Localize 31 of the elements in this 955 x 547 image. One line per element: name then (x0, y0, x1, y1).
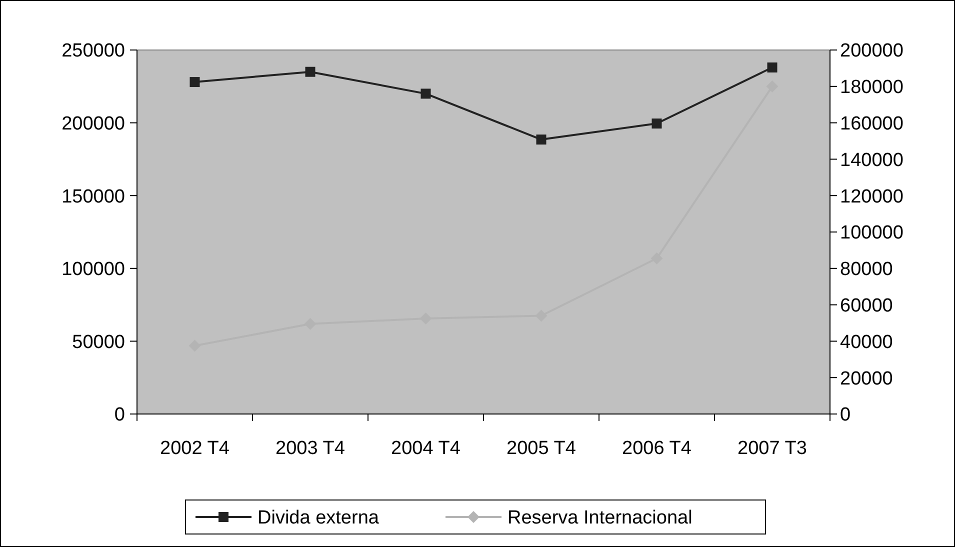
y2-tick-label: 60000 (840, 295, 893, 316)
y2-tick-label: 160000 (840, 113, 904, 134)
x-tick-label: 2005 T4 (506, 438, 576, 459)
point (652, 118, 662, 129)
point (536, 134, 546, 145)
y2-tick-label: 40000 (840, 332, 893, 353)
point (305, 66, 316, 77)
y-tick-label: 200000 (62, 113, 125, 134)
y2-tick-label: 0 (840, 404, 851, 426)
y2-tick-label: 180000 (840, 77, 904, 98)
x-tick-label: 2007 T3 (738, 438, 807, 459)
point (420, 88, 431, 99)
point (767, 62, 778, 72)
y-tick-label: 0 (114, 404, 125, 426)
point (190, 77, 200, 88)
y-tick-label: 50000 (72, 332, 125, 353)
y-tick-label: 150000 (62, 186, 125, 208)
x-tick-label: 2006 T4 (622, 438, 692, 459)
y-tick-label: 100000 (62, 259, 125, 280)
legend-label: Divida externa (258, 508, 380, 529)
y2-tick-label: 20000 (840, 368, 893, 390)
y-tick-label: 250000 (62, 40, 125, 62)
y2-tick-label: 100000 (840, 222, 904, 244)
y2-tick-label: 120000 (840, 186, 904, 208)
y2-tick-label: 200000 (840, 40, 904, 62)
x-tick-label: 2002 T4 (160, 438, 230, 459)
y2-tick-label: 80000 (840, 259, 893, 280)
legend-label: Reserva Internacional (508, 508, 692, 529)
x-tick-label: 2003 T4 (276, 438, 346, 459)
y2-tick-label: 140000 (840, 150, 904, 171)
x-tick-label: 2004 T4 (391, 438, 461, 459)
